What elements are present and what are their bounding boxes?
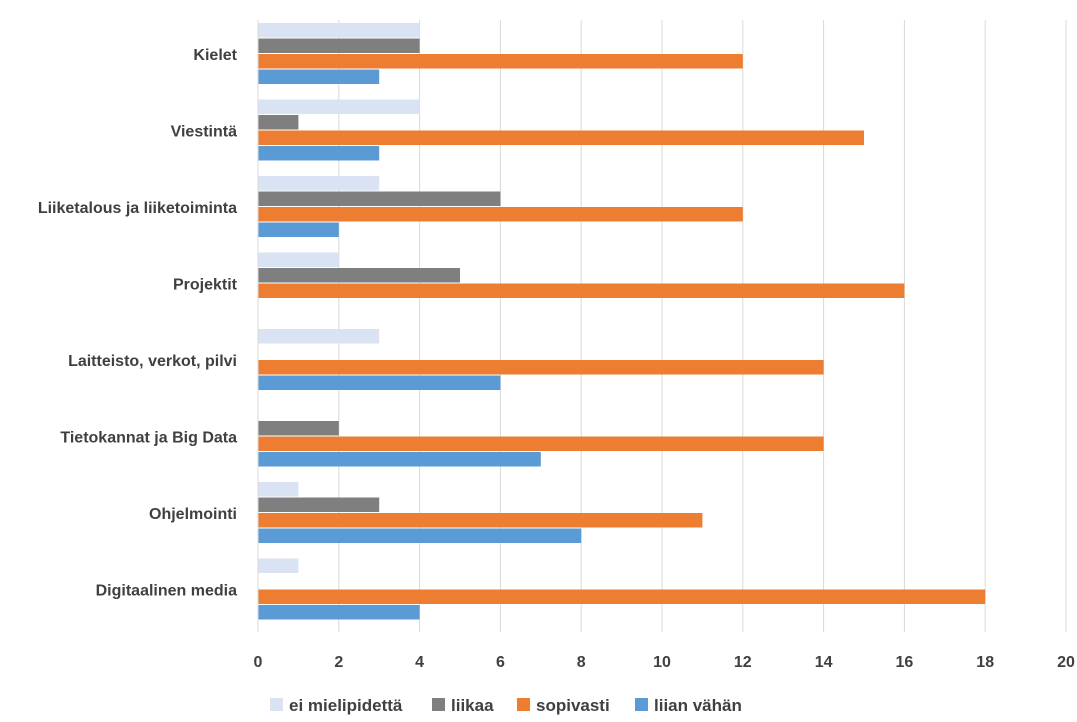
x-tick-label: 12 xyxy=(734,654,752,671)
x-tick-label: 18 xyxy=(976,654,994,671)
bar xyxy=(258,252,339,267)
category-label: Kielet xyxy=(193,47,237,64)
legend-label: sopivasti xyxy=(536,696,610,715)
category-labels: Kielet Viestintä Liiketalous ja liiketoimi… xyxy=(38,47,238,600)
bar xyxy=(258,38,420,53)
bar xyxy=(258,329,380,344)
legend-swatch xyxy=(635,698,648,711)
category-label: Viestintä xyxy=(171,124,238,141)
bar xyxy=(258,283,905,298)
bar xyxy=(258,589,986,604)
bar xyxy=(258,558,299,573)
x-tick-label: 16 xyxy=(896,654,914,671)
x-tick-label: 14 xyxy=(815,654,833,671)
bar xyxy=(258,146,380,161)
bar xyxy=(258,69,380,84)
bar xyxy=(258,513,703,528)
bar xyxy=(258,605,420,620)
x-tick-labels: 0 2 4 6 8 10 12 14 16 18 20 xyxy=(254,654,1075,671)
bar xyxy=(258,528,582,543)
legend-swatch xyxy=(517,698,530,711)
category-label: Liiketalous ja liiketoiminta xyxy=(38,200,237,217)
x-tick-label: 2 xyxy=(334,654,343,671)
category-label: Projektit xyxy=(173,277,238,294)
bar xyxy=(258,176,380,191)
bar xyxy=(258,115,299,130)
category-label: Tietokannat ja Big Data xyxy=(60,430,237,447)
bar xyxy=(258,482,299,497)
bar xyxy=(258,54,743,69)
x-tick-label: 20 xyxy=(1057,654,1075,671)
legend-label: liian vähän xyxy=(654,696,742,715)
category-label: Ohjelmointi xyxy=(149,506,237,523)
bar xyxy=(258,222,339,237)
legend-swatch xyxy=(270,698,283,711)
bar xyxy=(258,268,460,283)
bar xyxy=(258,99,420,114)
category-label: Laitteisto, verkot, pilvi xyxy=(68,353,237,370)
bar xyxy=(258,452,541,467)
bar xyxy=(258,23,420,38)
x-tick-label: 6 xyxy=(496,654,505,671)
legend: ei mielipidettä liikaa sopivasti liian vähä… xyxy=(270,696,742,715)
bar xyxy=(258,497,380,512)
gridlines xyxy=(338,20,1067,632)
legend-label: liikaa xyxy=(451,696,494,715)
bar xyxy=(258,207,743,222)
bar xyxy=(258,436,824,451)
bar xyxy=(258,130,864,145)
x-tick-label: 10 xyxy=(653,654,671,671)
x-tick-label: 0 xyxy=(254,654,263,671)
bar xyxy=(258,360,824,375)
x-tick-label: 8 xyxy=(577,654,586,671)
bar xyxy=(258,421,339,436)
legend-label: ei mielipidettä xyxy=(289,696,403,715)
category-label: Digitaalinen media xyxy=(96,583,237,600)
bar xyxy=(258,375,501,390)
bar-marks xyxy=(258,23,986,620)
bar xyxy=(258,191,501,206)
legend-swatch xyxy=(432,698,445,711)
x-tick-label: 4 xyxy=(415,654,424,671)
